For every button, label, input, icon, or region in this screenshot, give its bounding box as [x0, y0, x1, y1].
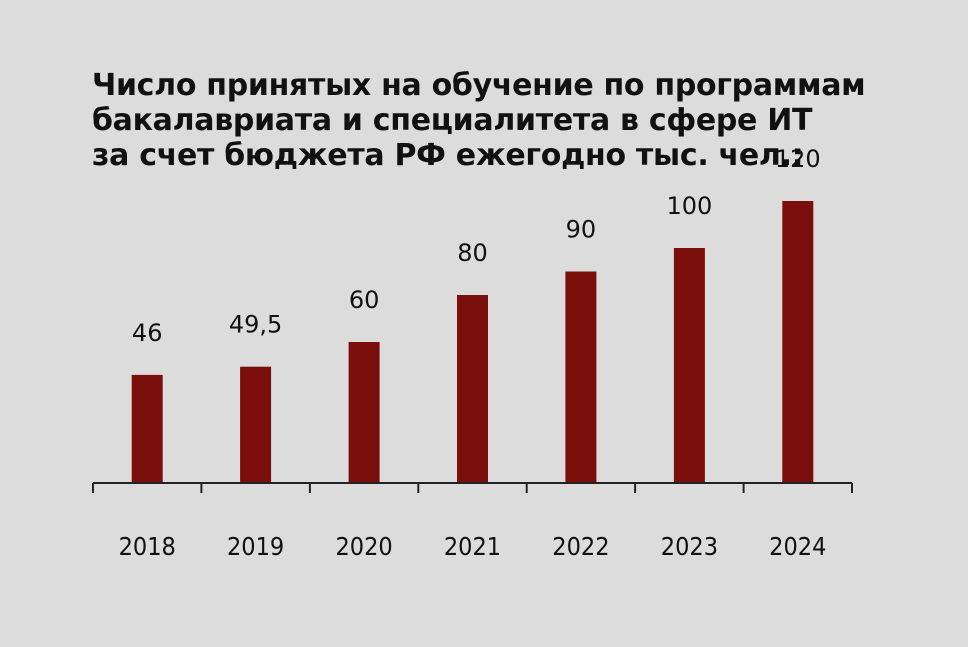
- x-tick-label-2021: 2021: [444, 532, 501, 561]
- data-label-2023: 100: [666, 192, 712, 220]
- x-tick-label-2023: 2023: [661, 532, 718, 561]
- bar-2019: [240, 366, 272, 483]
- bar-2022: [565, 271, 597, 483]
- data-label-2021: 80: [457, 239, 488, 267]
- x-tick-label-2020: 2020: [335, 532, 392, 561]
- data-label-2022: 90: [566, 216, 597, 244]
- data-label-2020: 60: [349, 286, 380, 314]
- bar-2020: [348, 342, 380, 483]
- chart-title-line-1: Число принятых на обучение по программам: [92, 68, 866, 103]
- chart-title-line-3: за счет бюджета РФ ежегодно тыс. чел.:: [92, 138, 804, 173]
- x-axis: [92, 482, 853, 493]
- bar-2018: [131, 374, 163, 483]
- x-tick-label-2024: 2024: [769, 532, 826, 561]
- bar-2021: [457, 295, 488, 483]
- x-tick-label-2022: 2022: [552, 532, 609, 561]
- chart-title-line-2: бакалавриата и специалитета в сфере ИТ: [92, 103, 813, 138]
- x-tick-label-2018: 2018: [119, 532, 176, 561]
- chart-title: Число принятых на обучение по программам…: [92, 68, 912, 173]
- x-tick-labels-group: 2018 2019 2020 2021 2022 2023 2024: [119, 532, 827, 561]
- x-tick-label-2019: 2019: [227, 532, 284, 561]
- bars-group: [131, 201, 814, 483]
- data-label-2024: 120: [775, 145, 821, 173]
- bar-2024: [782, 201, 814, 483]
- data-labels-group: 46 49,5 60 80 90 100 120: [132, 145, 821, 347]
- data-label-2018: 46: [132, 319, 163, 347]
- data-label-2019: 49,5: [229, 311, 282, 339]
- bar-2023: [673, 248, 705, 483]
